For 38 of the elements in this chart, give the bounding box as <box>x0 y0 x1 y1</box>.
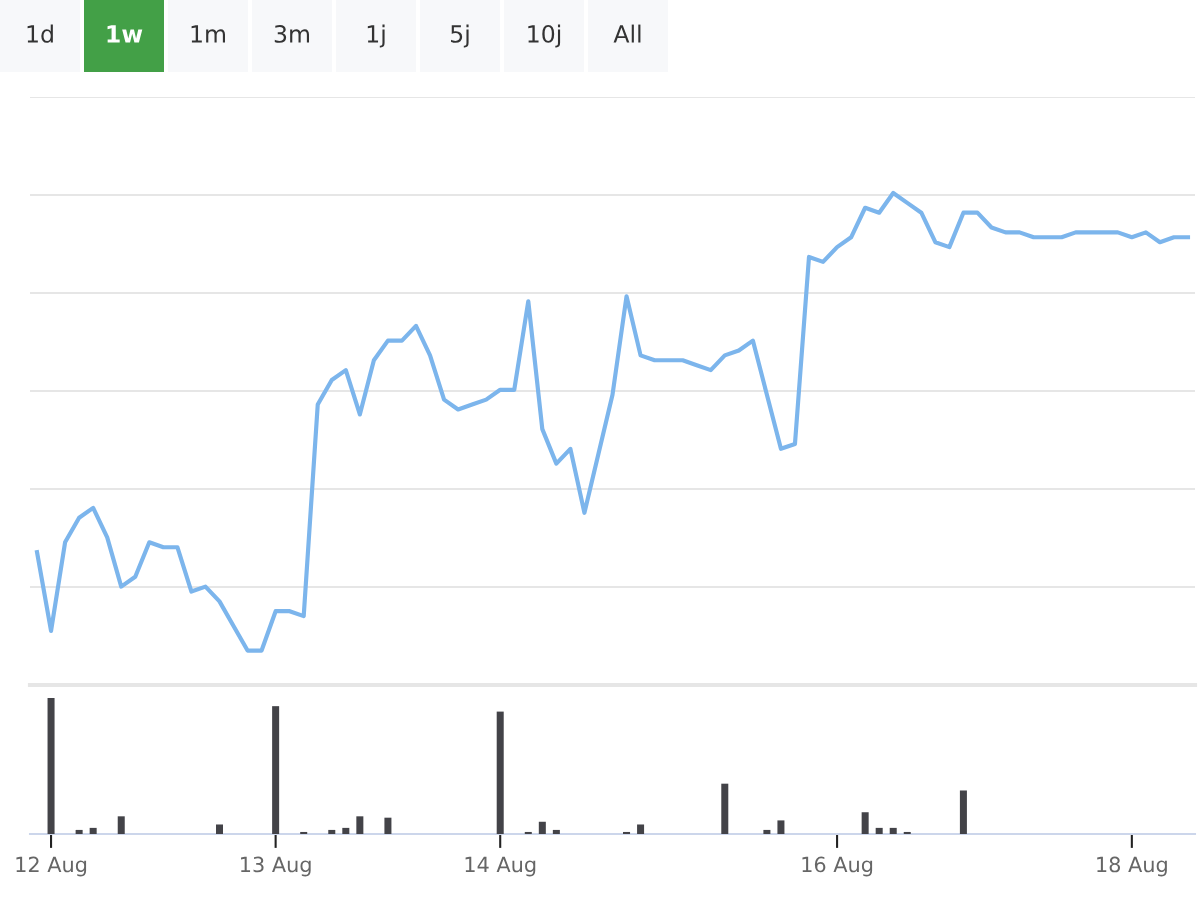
category-label: 1m <box>191 25 226 43</box>
bar <box>763 829 771 834</box>
bar <box>75 829 83 834</box>
bar <box>300 831 308 834</box>
bar <box>538 821 546 834</box>
bar <box>47 698 55 834</box>
category-label: 10j <box>528 24 561 48</box>
bar <box>272 706 280 834</box>
category-label: 1j <box>367 24 385 48</box>
category-label: 1d <box>27 24 53 43</box>
bar <box>889 827 897 834</box>
x-tick-label: 13 Aug <box>241 856 311 877</box>
category-label: 1w <box>107 25 143 43</box>
bar <box>524 831 532 834</box>
bar <box>215 824 223 834</box>
bar <box>384 817 392 834</box>
bar <box>89 827 97 834</box>
bar <box>861 812 869 834</box>
bar <box>875 827 883 834</box>
bar <box>117 816 125 834</box>
x-tick-label: 16 Aug <box>802 856 873 877</box>
bar <box>721 783 729 834</box>
bar <box>328 829 336 834</box>
bar <box>552 829 560 834</box>
category-label: 5j <box>451 24 469 48</box>
bar <box>777 820 785 834</box>
bar <box>959 790 967 834</box>
x-tick-label: 18 Aug <box>1097 856 1167 877</box>
category-label: All <box>613 24 641 43</box>
bar <box>623 831 631 834</box>
bar <box>496 711 504 834</box>
bar <box>637 824 645 834</box>
x-tick-label: 12 Aug <box>16 856 87 877</box>
bar <box>356 816 364 834</box>
bar <box>903 831 911 834</box>
category-label: 3m <box>274 24 310 43</box>
x-tick-label: 14 Aug <box>465 856 536 877</box>
bar <box>342 827 350 834</box>
